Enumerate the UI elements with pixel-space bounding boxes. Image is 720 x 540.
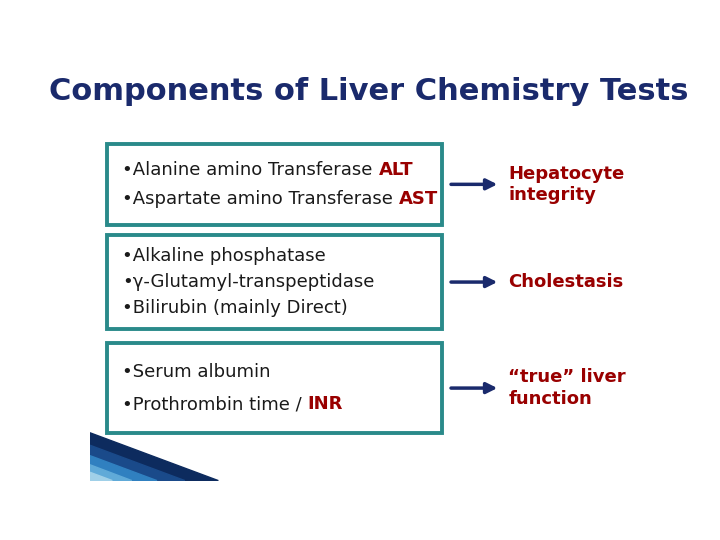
Text: •Serum albumin: •Serum albumin: [122, 363, 271, 381]
Text: •Aspartate amino Transferase: •Aspartate amino Transferase: [122, 190, 399, 208]
Polygon shape: [90, 472, 112, 481]
Text: ALT: ALT: [379, 161, 413, 179]
Text: •γ-Glutamyl-transpeptidase: •γ-Glutamyl-transpeptidase: [122, 273, 374, 291]
Polygon shape: [90, 456, 157, 481]
Polygon shape: [90, 446, 185, 481]
Text: Cholestasis: Cholestasis: [508, 273, 624, 291]
Text: integrity: integrity: [508, 186, 596, 204]
Polygon shape: [90, 465, 132, 481]
FancyBboxPatch shape: [107, 235, 441, 329]
Text: “true” liver: “true” liver: [508, 368, 626, 386]
FancyArrowPatch shape: [451, 383, 493, 393]
Text: •Alanine amino Transferase: •Alanine amino Transferase: [122, 161, 379, 179]
Text: •Bilirubin (mainly Direct): •Bilirubin (mainly Direct): [122, 299, 348, 318]
Text: Hepatocyte: Hepatocyte: [508, 165, 625, 183]
Text: function: function: [508, 390, 593, 408]
FancyBboxPatch shape: [107, 144, 441, 225]
Text: INR: INR: [308, 395, 343, 413]
Text: •Prothrombin time /: •Prothrombin time /: [122, 395, 308, 413]
FancyBboxPatch shape: [107, 343, 441, 433]
Polygon shape: [90, 433, 218, 481]
Text: •Alkaline phosphatase: •Alkaline phosphatase: [122, 247, 326, 265]
FancyArrowPatch shape: [451, 278, 493, 287]
Text: Components of Liver Chemistry Tests: Components of Liver Chemistry Tests: [49, 77, 689, 106]
Text: AST: AST: [399, 190, 438, 208]
FancyArrowPatch shape: [451, 180, 493, 189]
